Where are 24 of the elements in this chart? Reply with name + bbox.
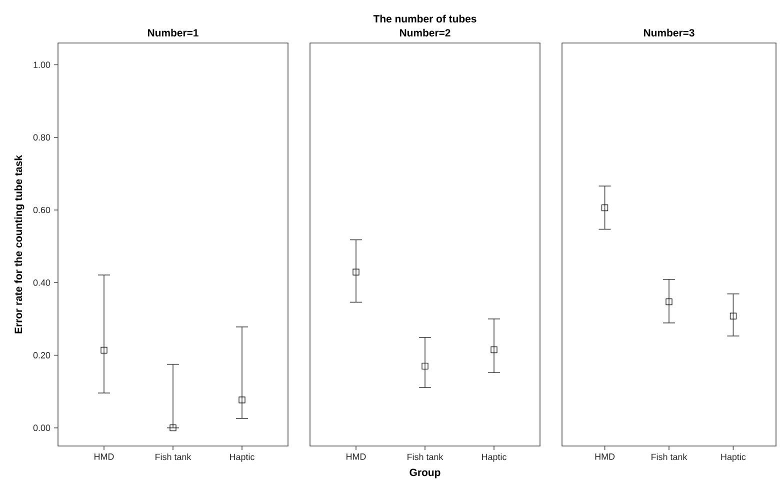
x-tick-label: HMD xyxy=(94,454,114,460)
text: The number of tubes xyxy=(373,14,476,22)
x-tick-label: Fish tank xyxy=(156,454,192,460)
point xyxy=(170,424,176,432)
y-tick-label: 0.40 xyxy=(33,279,50,286)
y-tick-label: 0.60 xyxy=(33,206,50,214)
x-tick-label: HMD xyxy=(346,454,366,460)
point xyxy=(100,346,108,354)
x-tick-label: Fish tank xyxy=(408,454,444,460)
point xyxy=(238,396,246,404)
y-axis-title: Error rate for the counting tube task xyxy=(14,154,24,334)
x-tick-label: HMD xyxy=(595,454,615,460)
x-tick-label: Haptic xyxy=(230,454,254,462)
y-tick-label: 0.00 xyxy=(33,424,50,432)
y-tick-label: 1.00 xyxy=(34,62,50,68)
x-tick-label: Fish tank xyxy=(652,454,688,460)
chart-title: Number=2 xyxy=(400,28,450,37)
chart-title: Number=3 xyxy=(644,28,694,37)
y-tick-label: 0.80 xyxy=(33,134,50,141)
x-axis-title: Group xyxy=(410,468,440,478)
x-tick-label: Haptic xyxy=(721,454,746,462)
x-tick-label: Haptic xyxy=(482,454,506,462)
chart-title: Number=1 xyxy=(148,28,198,36)
y-tick-label: 0.20 xyxy=(33,352,50,358)
